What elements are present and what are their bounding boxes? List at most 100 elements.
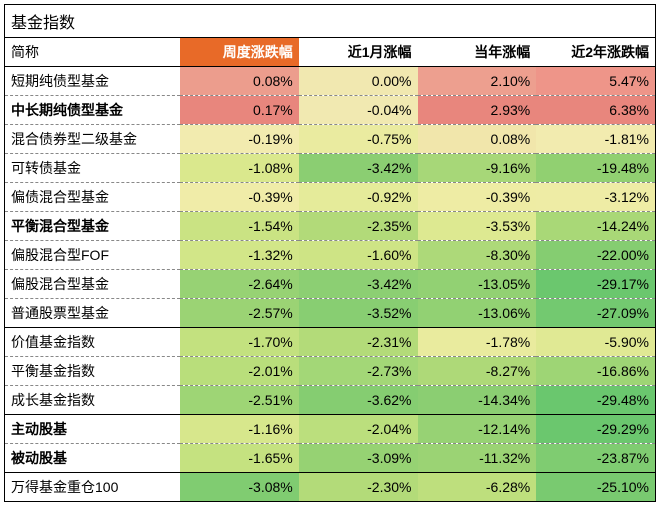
cell-value: -23.87% [536,444,655,473]
row-name: 成长基金指数 [5,386,180,415]
cell-value: -0.75% [299,125,418,154]
table-row: 主动股基-1.16%-2.04%-12.14%-29.29% [5,415,655,444]
cell-value: -2.31% [299,328,418,357]
cell-value: -8.30% [418,241,537,270]
cell-value: -5.90% [536,328,655,357]
cell-value: -8.27% [418,357,537,386]
table-title: 基金指数 [5,5,655,38]
cell-value: -2.30% [299,473,418,502]
table-row: 平衡混合型基金-1.54%-2.35%-3.53%-14.24% [5,212,655,241]
cell-value: 5.47% [536,67,655,96]
cell-value: 0.00% [299,67,418,96]
col-header-1: 周度涨跌幅 [180,38,299,67]
cell-value: -0.19% [180,125,299,154]
row-name: 偏股混合型基金 [5,270,180,299]
table-row: 万得基金重仓100-3.08%-2.30%-6.28%-25.10% [5,473,655,502]
cell-value: -1.78% [418,328,537,357]
row-name: 短期纯债型基金 [5,67,180,96]
cell-value: -29.48% [536,386,655,415]
cell-value: 2.10% [418,67,537,96]
table-row: 混合债券型二级基金-0.19%-0.75%0.08%-1.81% [5,125,655,154]
cell-value: -27.09% [536,299,655,328]
cell-value: -0.39% [418,183,537,212]
cell-value: -2.64% [180,270,299,299]
table-row: 被动股基-1.65%-3.09%-11.32%-23.87% [5,444,655,473]
cell-value: 0.08% [180,67,299,96]
cell-value: -3.52% [299,299,418,328]
table-row: 普通股票型基金-2.57%-3.52%-13.06%-27.09% [5,299,655,328]
cell-value: -29.29% [536,415,655,444]
row-name: 平衡基金指数 [5,357,180,386]
table-body: 短期纯债型基金0.08%0.00%2.10%5.47%中长期纯债型基金0.17%… [5,67,655,502]
cell-value: -0.39% [180,183,299,212]
cell-value: -9.16% [418,154,537,183]
row-name: 价值基金指数 [5,328,180,357]
table-row: 偏债混合型基金-0.39%-0.92%-0.39%-3.12% [5,183,655,212]
row-name: 平衡混合型基金 [5,212,180,241]
cell-value: -2.73% [299,357,418,386]
cell-value: -1.70% [180,328,299,357]
cell-value: -29.17% [536,270,655,299]
row-name: 偏债混合型基金 [5,183,180,212]
cell-value: -1.16% [180,415,299,444]
cell-value: -3.53% [418,212,537,241]
row-name: 万得基金重仓100 [5,473,180,502]
cell-value: -3.42% [299,270,418,299]
cell-value: -3.09% [299,444,418,473]
cell-value: -16.86% [536,357,655,386]
table-header: 简称周度涨跌幅近1月涨幅当年涨幅近2年涨跌幅 [5,38,655,67]
cell-value: 0.08% [418,125,537,154]
col-header-4: 近2年涨跌幅 [536,38,655,67]
cell-value: -2.01% [180,357,299,386]
cell-value: -3.08% [180,473,299,502]
cell-value: -6.28% [418,473,537,502]
table-row: 平衡基金指数-2.01%-2.73%-8.27%-16.86% [5,357,655,386]
table-row: 成长基金指数-2.51%-3.62%-14.34%-29.48% [5,386,655,415]
cell-value: -1.08% [180,154,299,183]
row-name: 被动股基 [5,444,180,473]
cell-value: -19.48% [536,154,655,183]
fund-index-table: 简称周度涨跌幅近1月涨幅当年涨幅近2年涨跌幅 短期纯债型基金0.08%0.00%… [5,38,655,501]
table-row: 价值基金指数-1.70%-2.31%-1.78%-5.90% [5,328,655,357]
cell-value: 0.17% [180,96,299,125]
cell-value: -1.54% [180,212,299,241]
row-name: 普通股票型基金 [5,299,180,328]
table-row: 偏股混合型基金-2.64%-3.42%-13.05%-29.17% [5,270,655,299]
cell-value: -25.10% [536,473,655,502]
row-name: 主动股基 [5,415,180,444]
cell-value: -2.51% [180,386,299,415]
row-name: 可转债基金 [5,154,180,183]
cell-value: -2.35% [299,212,418,241]
cell-value: -14.24% [536,212,655,241]
cell-value: -0.04% [299,96,418,125]
cell-value: -1.60% [299,241,418,270]
table-row: 短期纯债型基金0.08%0.00%2.10%5.47% [5,67,655,96]
cell-value: -14.34% [418,386,537,415]
cell-value: -22.00% [536,241,655,270]
cell-value: -13.05% [418,270,537,299]
cell-value: -3.62% [299,386,418,415]
row-name: 中长期纯债型基金 [5,96,180,125]
cell-value: -1.32% [180,241,299,270]
col-header-2: 近1月涨幅 [299,38,418,67]
col-header-name: 简称 [5,38,180,67]
cell-value: -1.65% [180,444,299,473]
fund-index-table-container: 基金指数 简称周度涨跌幅近1月涨幅当年涨幅近2年涨跌幅 短期纯债型基金0.08%… [4,4,656,502]
row-name: 偏股混合型FOF [5,241,180,270]
cell-value: -2.57% [180,299,299,328]
table-row: 中长期纯债型基金0.17%-0.04%2.93%6.38% [5,96,655,125]
col-header-3: 当年涨幅 [418,38,537,67]
cell-value: -11.32% [418,444,537,473]
cell-value: -2.04% [299,415,418,444]
cell-value: 2.93% [418,96,537,125]
cell-value: -1.81% [536,125,655,154]
table-row: 可转债基金-1.08%-3.42%-9.16%-19.48% [5,154,655,183]
cell-value: 6.38% [536,96,655,125]
cell-value: -13.06% [418,299,537,328]
cell-value: -12.14% [418,415,537,444]
cell-value: -0.92% [299,183,418,212]
cell-value: -3.42% [299,154,418,183]
table-row: 偏股混合型FOF-1.32%-1.60%-8.30%-22.00% [5,241,655,270]
row-name: 混合债券型二级基金 [5,125,180,154]
cell-value: -3.12% [536,183,655,212]
